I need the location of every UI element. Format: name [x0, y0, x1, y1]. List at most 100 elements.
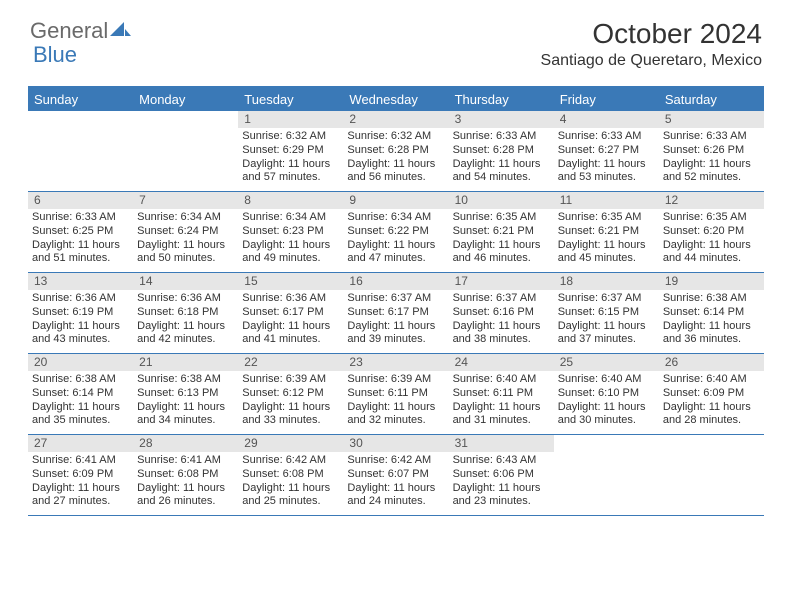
day-cell: 1Sunrise: 6:32 AMSunset: 6:29 PMDaylight…: [238, 111, 343, 191]
day-body: Sunrise: 6:37 AMSunset: 6:17 PMDaylight:…: [343, 290, 448, 353]
day-number: 29: [238, 435, 343, 452]
sunrise-text: Sunrise: 6:33 AM: [32, 211, 129, 225]
sunset-text: Sunset: 6:21 PM: [558, 225, 655, 239]
day-cell: 8Sunrise: 6:34 AMSunset: 6:23 PMDaylight…: [238, 192, 343, 272]
sunrise-text: Sunrise: 6:37 AM: [347, 292, 444, 306]
day-cell: 23Sunrise: 6:39 AMSunset: 6:11 PMDayligh…: [343, 354, 448, 434]
sunset-text: Sunset: 6:23 PM: [242, 225, 339, 239]
sunset-text: Sunset: 6:27 PM: [558, 144, 655, 158]
daylight-text: Daylight: 11 hours and 56 minutes.: [347, 158, 444, 186]
sunset-text: Sunset: 6:28 PM: [347, 144, 444, 158]
day-body: Sunrise: 6:37 AMSunset: 6:16 PMDaylight:…: [449, 290, 554, 353]
day-body: Sunrise: 6:33 AMSunset: 6:28 PMDaylight:…: [449, 128, 554, 191]
sunrise-text: Sunrise: 6:35 AM: [663, 211, 760, 225]
daylight-text: Daylight: 11 hours and 57 minutes.: [242, 158, 339, 186]
daylight-text: Daylight: 11 hours and 45 minutes.: [558, 239, 655, 267]
sunset-text: Sunset: 6:08 PM: [137, 468, 234, 482]
daylight-text: Daylight: 11 hours and 41 minutes.: [242, 320, 339, 348]
day-cell: 15Sunrise: 6:36 AMSunset: 6:17 PMDayligh…: [238, 273, 343, 353]
day-number: 23: [343, 354, 448, 371]
day-cell: 27Sunrise: 6:41 AMSunset: 6:09 PMDayligh…: [28, 435, 133, 515]
sunset-text: Sunset: 6:15 PM: [558, 306, 655, 320]
day-cell: 28Sunrise: 6:41 AMSunset: 6:08 PMDayligh…: [133, 435, 238, 515]
sunrise-text: Sunrise: 6:32 AM: [347, 130, 444, 144]
sunrise-text: Sunrise: 6:39 AM: [242, 373, 339, 387]
sunrise-text: Sunrise: 6:35 AM: [453, 211, 550, 225]
sunset-text: Sunset: 6:11 PM: [453, 387, 550, 401]
sunrise-text: Sunrise: 6:35 AM: [558, 211, 655, 225]
daylight-text: Daylight: 11 hours and 23 minutes.: [453, 482, 550, 510]
day-cell: 25Sunrise: 6:40 AMSunset: 6:10 PMDayligh…: [554, 354, 659, 434]
sunset-text: Sunset: 6:14 PM: [32, 387, 129, 401]
day-body: Sunrise: 6:36 AMSunset: 6:17 PMDaylight:…: [238, 290, 343, 353]
sunset-text: Sunset: 6:29 PM: [242, 144, 339, 158]
dow-saturday: Saturday: [659, 88, 764, 111]
sunset-text: Sunset: 6:09 PM: [663, 387, 760, 401]
daylight-text: Daylight: 11 hours and 27 minutes.: [32, 482, 129, 510]
sunrise-text: Sunrise: 6:36 AM: [32, 292, 129, 306]
day-cell: 11Sunrise: 6:35 AMSunset: 6:21 PMDayligh…: [554, 192, 659, 272]
day-cell: 26Sunrise: 6:40 AMSunset: 6:09 PMDayligh…: [659, 354, 764, 434]
day-body: Sunrise: 6:32 AMSunset: 6:28 PMDaylight:…: [343, 128, 448, 191]
sunrise-text: Sunrise: 6:42 AM: [347, 454, 444, 468]
day-body: Sunrise: 6:34 AMSunset: 6:22 PMDaylight:…: [343, 209, 448, 272]
day-number: 8: [238, 192, 343, 209]
day-cell: 18Sunrise: 6:37 AMSunset: 6:15 PMDayligh…: [554, 273, 659, 353]
sunset-text: Sunset: 6:21 PM: [453, 225, 550, 239]
day-body: Sunrise: 6:39 AMSunset: 6:12 PMDaylight:…: [238, 371, 343, 434]
sunrise-text: Sunrise: 6:34 AM: [137, 211, 234, 225]
month-title: October 2024: [541, 18, 762, 50]
day-number: 6: [28, 192, 133, 209]
sunrise-text: Sunrise: 6:40 AM: [453, 373, 550, 387]
day-cell: 22Sunrise: 6:39 AMSunset: 6:12 PMDayligh…: [238, 354, 343, 434]
dow-friday: Friday: [554, 88, 659, 111]
day-body: Sunrise: 6:37 AMSunset: 6:15 PMDaylight:…: [554, 290, 659, 353]
day-cell: 24Sunrise: 6:40 AMSunset: 6:11 PMDayligh…: [449, 354, 554, 434]
day-cell: 29Sunrise: 6:42 AMSunset: 6:08 PMDayligh…: [238, 435, 343, 515]
sunset-text: Sunset: 6:14 PM: [663, 306, 760, 320]
dow-row: Sunday Monday Tuesday Wednesday Thursday…: [28, 88, 764, 111]
daylight-text: Daylight: 11 hours and 42 minutes.: [137, 320, 234, 348]
day-number: 7: [133, 192, 238, 209]
day-cell: 16Sunrise: 6:37 AMSunset: 6:17 PMDayligh…: [343, 273, 448, 353]
sunrise-text: Sunrise: 6:38 AM: [137, 373, 234, 387]
day-cell: 13Sunrise: 6:36 AMSunset: 6:19 PMDayligh…: [28, 273, 133, 353]
day-body: Sunrise: 6:41 AMSunset: 6:08 PMDaylight:…: [133, 452, 238, 515]
day-cell: 21Sunrise: 6:38 AMSunset: 6:13 PMDayligh…: [133, 354, 238, 434]
day-number: 16: [343, 273, 448, 290]
day-body: Sunrise: 6:38 AMSunset: 6:14 PMDaylight:…: [659, 290, 764, 353]
day-body: Sunrise: 6:40 AMSunset: 6:10 PMDaylight:…: [554, 371, 659, 434]
day-number: 10: [449, 192, 554, 209]
sunset-text: Sunset: 6:22 PM: [347, 225, 444, 239]
day-body: Sunrise: 6:40 AMSunset: 6:09 PMDaylight:…: [659, 371, 764, 434]
week-row: 1Sunrise: 6:32 AMSunset: 6:29 PMDaylight…: [28, 111, 764, 192]
day-cell: 6Sunrise: 6:33 AMSunset: 6:25 PMDaylight…: [28, 192, 133, 272]
daylight-text: Daylight: 11 hours and 51 minutes.: [32, 239, 129, 267]
sunset-text: Sunset: 6:06 PM: [453, 468, 550, 482]
day-body: Sunrise: 6:33 AMSunset: 6:25 PMDaylight:…: [28, 209, 133, 272]
day-cell: 30Sunrise: 6:42 AMSunset: 6:07 PMDayligh…: [343, 435, 448, 515]
sunset-text: Sunset: 6:16 PM: [453, 306, 550, 320]
sunrise-text: Sunrise: 6:40 AM: [663, 373, 760, 387]
daylight-text: Daylight: 11 hours and 33 minutes.: [242, 401, 339, 429]
daylight-text: Daylight: 11 hours and 28 minutes.: [663, 401, 760, 429]
logo-sail-icon: [110, 20, 132, 38]
daylight-text: Daylight: 11 hours and 53 minutes.: [558, 158, 655, 186]
week-row: 27Sunrise: 6:41 AMSunset: 6:09 PMDayligh…: [28, 435, 764, 516]
dow-wednesday: Wednesday: [343, 88, 448, 111]
sunrise-text: Sunrise: 6:36 AM: [137, 292, 234, 306]
week-row: 20Sunrise: 6:38 AMSunset: 6:14 PMDayligh…: [28, 354, 764, 435]
sunset-text: Sunset: 6:28 PM: [453, 144, 550, 158]
day-cell: [28, 111, 133, 191]
calendar: Sunday Monday Tuesday Wednesday Thursday…: [28, 86, 764, 516]
logo-text-1: General: [30, 18, 108, 44]
daylight-text: Daylight: 11 hours and 32 minutes.: [347, 401, 444, 429]
sunrise-text: Sunrise: 6:42 AM: [242, 454, 339, 468]
daylight-text: Daylight: 11 hours and 44 minutes.: [663, 239, 760, 267]
day-body: Sunrise: 6:34 AMSunset: 6:24 PMDaylight:…: [133, 209, 238, 272]
dow-tuesday: Tuesday: [238, 88, 343, 111]
day-cell: 5Sunrise: 6:33 AMSunset: 6:26 PMDaylight…: [659, 111, 764, 191]
sunrise-text: Sunrise: 6:34 AM: [347, 211, 444, 225]
day-cell: 2Sunrise: 6:32 AMSunset: 6:28 PMDaylight…: [343, 111, 448, 191]
sunrise-text: Sunrise: 6:37 AM: [558, 292, 655, 306]
